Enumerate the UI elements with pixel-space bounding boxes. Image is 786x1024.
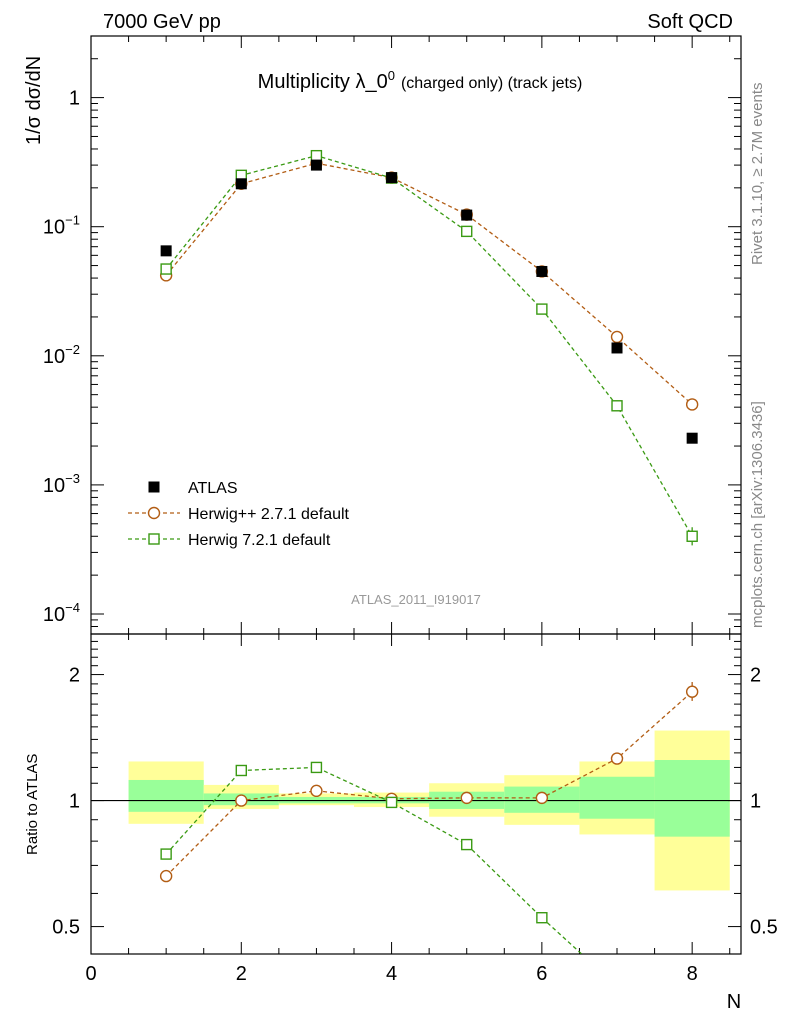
ratio-herwig-7-2-1-default-point-5	[461, 838, 473, 851]
x-tick-label-4: 4	[386, 963, 397, 985]
ratio-herwig-2-7-1-default-point-3	[310, 784, 323, 798]
chart-title: Multiplicity λ_00 (charged only) (track j…	[258, 68, 583, 93]
atlas-point-7	[611, 342, 623, 354]
ratio-herwig-2-7-1-default-point-6	[535, 791, 549, 805]
x-tick-label-8: 8	[687, 963, 698, 985]
legend-marker-1	[148, 481, 160, 493]
ratio-tick-label-left: 0.5	[52, 917, 80, 939]
source-url-label: mcplots.cern.ch [arXiv:1306.3436]	[749, 401, 766, 628]
rivet-version-label: Rivet 3.1.10, ≥ 2.7M events	[749, 83, 766, 266]
header-right: Soft QCD	[647, 11, 733, 33]
lower-series-clipped	[159, 681, 699, 954]
x-tick-label-2: 2	[236, 963, 247, 985]
band-green-8	[654, 760, 730, 837]
herwig-2-7-1-default-line	[165, 162, 693, 405]
ratio-herwig-7-2-1-default-point-1	[160, 848, 172, 860]
ratio-uncertainty-bands	[91, 730, 741, 891]
herwig-7-2-1-default-point-6	[536, 303, 548, 315]
atlas-point-1	[160, 245, 172, 257]
herwig-7-2-1-default-point-7	[611, 400, 623, 412]
herwig-7-2-1-default-point-3	[310, 149, 323, 162]
ratio-tick-label-right: 2	[750, 665, 761, 687]
y-tick-label: 10−2	[43, 342, 80, 368]
herwig-7-2-1-default-line	[165, 154, 693, 537]
y-tick-label: 10−3	[43, 471, 80, 497]
y-tick-label: 10−4	[43, 600, 80, 626]
legend-marker-3	[148, 533, 160, 545]
lower-axes: 0 2 4 6 8 0.5 0.5 1 1 2 2	[52, 633, 778, 985]
ratio-herwig-2-7-1-default-point-7	[610, 752, 624, 765]
ratio-herwig-2-7-1-default-point-8	[685, 685, 699, 698]
x-tick-label-0: 0	[85, 963, 96, 985]
upper-axes: 10−4 10−3 10−2 10−1 1	[43, 35, 742, 635]
atlas-point-4	[386, 172, 398, 184]
header-left: 7000 GeV pp	[103, 11, 221, 33]
x-axis-label: N	[727, 991, 741, 1013]
x-tick-label-6: 6	[536, 963, 547, 985]
ratio-tick-label-left: 2	[69, 665, 80, 687]
upper-series	[159, 149, 699, 546]
ratio-herwig-2-7-1-default-point-5	[460, 791, 473, 805]
herwig-2-7-1-default-point-7	[610, 330, 624, 344]
y-tick-label: 10−1	[43, 213, 80, 239]
legend-label-1: ATLAS	[188, 480, 238, 497]
upper-y-axis-label: 1/σ dσ/dN	[23, 56, 45, 145]
herwig-7-2-1-default-point-8	[686, 530, 698, 542]
chart-title-main: Multiplicity λ_0	[258, 71, 388, 93]
lower-y-axis-label: Ratio to ATLAS	[24, 754, 41, 855]
analysis-watermark: ATLAS_2011_I919017	[351, 592, 481, 607]
legend-marker-2	[147, 506, 161, 520]
atlas-point-2	[235, 178, 247, 190]
y-tick-label: 1	[69, 88, 80, 110]
atlas-point-5	[461, 209, 473, 221]
legend-label-3: Herwig 7.2.1 default	[188, 532, 331, 549]
ratio-tick-label-right: 0.5	[750, 917, 778, 939]
atlas-point-3	[310, 159, 322, 171]
ratio-herwig-7-2-1-default-point-4	[385, 796, 398, 809]
chart-title-sup: 0	[388, 68, 395, 83]
ratio-herwig-7-2-1-default-point-3	[310, 761, 323, 774]
herwig-7-2-1-default-point-5	[461, 225, 473, 238]
ratio-herwig-7-2-1-default-point-2	[235, 764, 247, 777]
lower-series	[159, 681, 699, 954]
ratio-tick-label-right: 1	[750, 791, 761, 813]
ratio-herwig-2-7-1-default-point-2	[235, 794, 248, 807]
legend-label-2: Herwig++ 2.7.1 default	[188, 506, 350, 523]
ratio-herwig-7-2-1-default-point-6	[536, 912, 548, 924]
lower-frame	[90, 633, 742, 955]
ratio-herwig-2-7-1-default-point-1	[159, 869, 173, 883]
chart-title-tail: (charged only) (track jets)	[401, 75, 582, 92]
band-green-7	[579, 776, 655, 819]
legend: ATLAS Herwig++ 2.7.1 default Herwig 7.2.1 …	[128, 480, 350, 549]
band-green-1	[128, 779, 204, 812]
ratio-tick-label-left: 1	[69, 791, 80, 813]
herwig-2-7-1-default-point-8	[685, 398, 699, 411]
ratio-herwig-2-7-1-default-line	[165, 691, 693, 877]
herwig-7-2-1-default-point-1	[160, 263, 172, 275]
atlas-point-8	[686, 432, 698, 444]
atlas-point-6	[536, 265, 548, 277]
